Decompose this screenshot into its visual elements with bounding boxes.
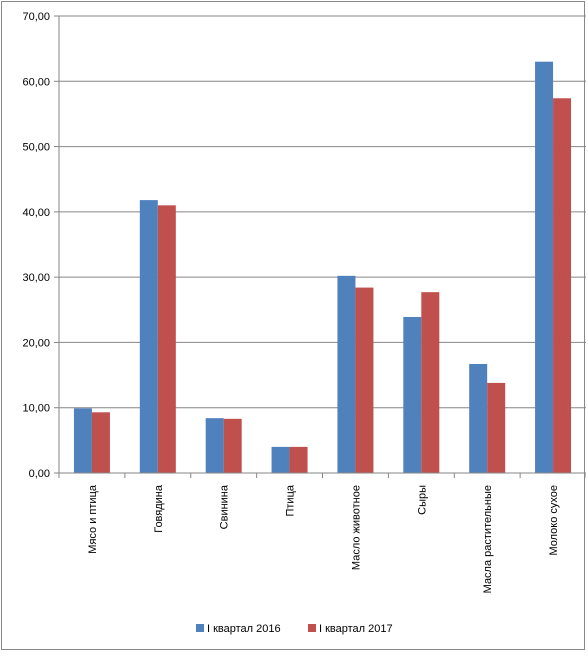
legend-swatch (196, 624, 204, 632)
category-label: Птица (285, 484, 297, 516)
y-tick-label: 40,00 (22, 207, 50, 219)
category-label: Масла растительные (482, 485, 494, 593)
bar-series-1-3 (271, 446, 290, 473)
bar-series-1-0 (73, 408, 92, 473)
bar-series-2-4 (355, 287, 374, 473)
bars (73, 61, 572, 474)
y-tick-label: 60,00 (22, 76, 50, 88)
bar-series-2-2 (223, 418, 242, 473)
bar-series-1-7 (535, 61, 554, 473)
bar-series-2-5 (421, 292, 440, 473)
bar-series-2-1 (157, 205, 176, 474)
bar-series-1-6 (469, 363, 488, 473)
legend: I квартал 2016 I квартал 2017 (196, 623, 393, 635)
bar-series-2-0 (91, 412, 110, 473)
y-tick-label: 10,00 (22, 403, 50, 415)
legend-label: I квартал 2017 (319, 623, 393, 635)
bar-series-1-1 (139, 200, 158, 473)
bar-series-1-4 (337, 275, 356, 473)
category-label: Свинина (219, 484, 231, 529)
y-tick-label: 20,00 (22, 337, 50, 349)
category-label: Мясо и птица (87, 484, 99, 554)
y-tick-label: 70,00 (22, 11, 50, 23)
category-label: Сыры (416, 485, 428, 515)
bar-series-1-5 (403, 316, 422, 473)
category-label: Масло животное (350, 485, 362, 570)
bar-series-2-6 (487, 382, 506, 473)
x-axis-categories: Мясо и птица Говядина Свинина Птица Масло жи… (58, 473, 587, 593)
y-axis-ticks: 0,00 10,00 20,00 30,00 40,00 50,00 60,00 70,00 (22, 11, 59, 480)
bar-series-2-7 (553, 98, 572, 473)
axes (58, 16, 586, 474)
bar-series-2-3 (289, 446, 308, 473)
legend-swatch (308, 624, 316, 632)
y-tick-label: 50,00 (22, 142, 50, 154)
legend-label: I квартал 2016 (207, 623, 281, 635)
category-label: Говядина (153, 484, 165, 533)
bar-series-1-2 (205, 418, 224, 473)
category-label: Молоко сухое (548, 485, 560, 556)
gridlines (59, 15, 586, 409)
y-tick-label: 30,00 (22, 272, 50, 284)
y-tick-label: 0,00 (29, 468, 50, 480)
